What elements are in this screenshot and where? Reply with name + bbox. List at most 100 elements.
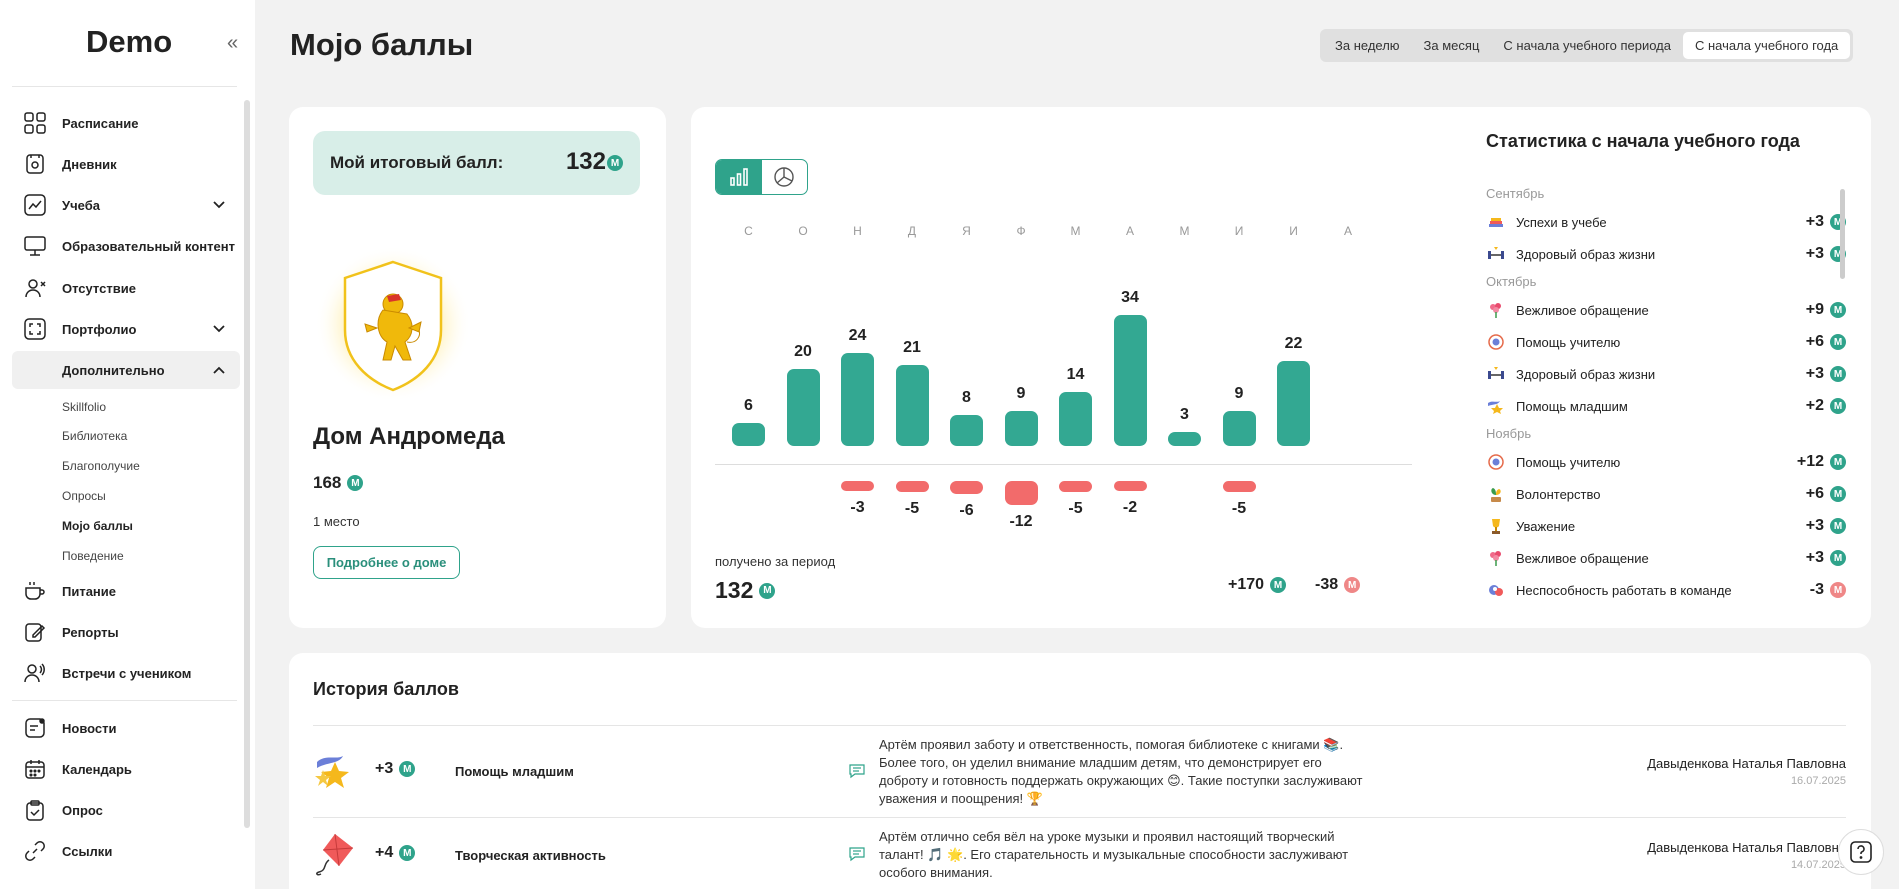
house-details-button[interactable]: Подробнее о доме (313, 546, 460, 579)
history-points: +3 M (375, 760, 416, 778)
stats-row: Вежливое обращение +9 M (1486, 294, 1846, 326)
mojo-badge-icon: M (399, 761, 416, 777)
minus-total: -38 M (1315, 576, 1361, 594)
tab-year[interactable]: С начала учебного года (1683, 32, 1851, 59)
bar-value-label: -6 (959, 502, 974, 520)
sidebar-item-portfolio[interactable]: Портфолио (12, 310, 240, 348)
positive-bar[interactable] (732, 422, 765, 446)
negative-bar[interactable] (950, 481, 983, 495)
stats-row: Неспособность работать в команде -3 M (1486, 574, 1846, 606)
mojo-badge-icon: M (1830, 550, 1846, 566)
sidebar-subitem-library[interactable]: Библиотека (62, 429, 128, 443)
positive-bar[interactable] (841, 353, 874, 446)
stats-row-value: +9 (1805, 301, 1824, 318)
month-label: И (1289, 224, 1298, 238)
stats-month-label: Октябрь (1486, 274, 1537, 289)
bar-value-label: 3 (1180, 406, 1189, 423)
sidebar-item-news[interactable]: Новости (12, 709, 240, 747)
monitor-icon (22, 233, 48, 259)
sidebar-divider (12, 700, 237, 701)
house-place: 1 место (313, 514, 360, 529)
edit-icon (22, 619, 48, 645)
diary-icon (22, 151, 48, 177)
mojo-badge-icon: M (607, 155, 623, 171)
sidebar-subitem-skillfolio[interactable]: Skillfolio (62, 400, 107, 414)
bar-chart: С 6 О 20 Н 24 -3 Д 21 -5 Я 8 -6 Ф 9 -12 М 14 -5 А 34 -2 М 3 И 9 -5… (691, 107, 1451, 547)
stats-row-value: +3 (1805, 365, 1824, 382)
positive-bar[interactable] (1222, 411, 1256, 446)
sidebar-subitem-polls[interactable]: Опросы (62, 489, 106, 503)
stats-row: Здоровый образ жизни +3 M (1486, 358, 1846, 390)
sidebar-subitem-behavior[interactable]: Поведение (62, 549, 124, 563)
stats-row-label: Здоровый образ жизни (1516, 246, 1656, 262)
sidebar-item-label: Опрос (62, 802, 103, 818)
sidebar-item-schedule[interactable]: Расписание (12, 104, 240, 142)
medal-icon (1486, 452, 1506, 472)
stats-month-label: Ноябрь (1486, 426, 1532, 441)
stats-scrollbar[interactable] (1840, 189, 1845, 279)
history-card: История баллов +3 M Помощь младшим Артём… (289, 653, 1871, 889)
total-score-value: 132 (565, 148, 606, 175)
sidebar-item-diary[interactable]: Дневник (12, 145, 240, 183)
sidebar-subitem-mojo[interactable]: Mojo баллы (62, 519, 133, 533)
positive-bar[interactable] (1277, 361, 1310, 446)
stats-row-value: -3 (1809, 581, 1824, 598)
bar-chart-icon (729, 168, 748, 186)
books-icon (1486, 212, 1506, 232)
positive-bar[interactable] (1113, 314, 1147, 446)
collapse-sidebar-icon[interactable]: « (227, 32, 239, 54)
positive-bar[interactable] (895, 364, 929, 446)
positive-bar[interactable] (786, 368, 820, 446)
sidebar-item-absence[interactable]: Отсутствие (12, 269, 240, 307)
pie-chart-view-button[interactable] (762, 160, 808, 194)
dumbbell-icon (1486, 244, 1506, 264)
mojo-badge-icon: M (1270, 577, 1287, 593)
sidebar-item-label: Дневник (62, 156, 117, 172)
sidebar-subitem-wellbeing[interactable]: Благополучие (62, 459, 140, 473)
stats-row-label: Помощь учителю (1516, 454, 1621, 470)
month-label: Н (853, 224, 862, 238)
negative-bar[interactable] (1004, 481, 1038, 505)
stats-row: Уважение +3 M (1486, 510, 1846, 542)
sidebar-item-reports[interactable]: Репорты (12, 613, 240, 651)
period-tabs: За неделю За месяц С начала учебного пер… (1320, 29, 1854, 62)
sidebar-item-extra[interactable]: Дополнительно (12, 351, 240, 389)
bar-value-label: 9 (1234, 385, 1244, 403)
negative-bar[interactable] (841, 481, 874, 491)
month-label: А (1125, 224, 1134, 238)
positive-bar[interactable] (1059, 391, 1092, 446)
stats-row-value: +6 (1805, 333, 1824, 350)
sidebar-item-food[interactable]: Питание (12, 572, 240, 610)
flower-icon (1486, 300, 1506, 320)
bar-value-label: 20 (794, 342, 812, 360)
tab-month[interactable]: За месяц (1423, 38, 1480, 53)
negative-bar[interactable] (895, 481, 929, 492)
sidebar-item-survey[interactable]: Опрос (12, 791, 240, 829)
positive-bar[interactable] (1004, 411, 1038, 446)
mojo-badge-icon: M (1830, 454, 1846, 470)
positive-bar[interactable] (950, 415, 983, 446)
stats-row-value: +2 (1805, 397, 1824, 414)
bar-chart-view-button[interactable] (716, 160, 762, 194)
stats-row: Помощь учителю +6 M (1486, 326, 1846, 358)
history-divider (313, 725, 1846, 726)
sidebar-item-calendar[interactable]: Календарь (12, 750, 240, 788)
month-label: М (1070, 224, 1081, 238)
mojo-badge-icon: M (1830, 486, 1846, 502)
negative-bar[interactable] (1059, 481, 1092, 492)
negative-bar[interactable] (1113, 481, 1147, 491)
sidebar-item-meetings[interactable]: Встречи с учеником (12, 654, 240, 692)
clipboard-icon (22, 797, 48, 823)
tab-week[interactable]: За неделю (1335, 38, 1400, 53)
tab-period[interactable]: С начала учебного периода (1503, 38, 1671, 53)
negative-bar[interactable] (1222, 481, 1256, 492)
sidebar-item-links[interactable]: Ссылки (12, 832, 240, 870)
sidebar-item-content[interactable]: Образовательный контент (12, 227, 240, 265)
sidebar-scrollbar[interactable] (244, 100, 250, 828)
stats-row-label: Здоровый образ жизни (1516, 366, 1656, 382)
positive-bar[interactable] (1168, 432, 1201, 446)
sidebar-item-study[interactable]: Учеба (12, 186, 240, 224)
help-button[interactable] (1838, 829, 1884, 875)
mojo-badge-icon: M (347, 475, 364, 491)
calendar-icon (22, 756, 48, 782)
